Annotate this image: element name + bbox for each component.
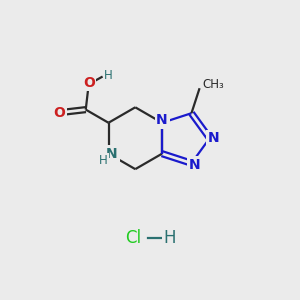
Text: H: H <box>164 229 176 247</box>
Text: N: N <box>106 147 118 161</box>
Text: N: N <box>189 158 200 172</box>
Text: O: O <box>53 106 65 120</box>
Text: N: N <box>207 131 219 145</box>
Text: H: H <box>104 69 112 82</box>
Text: CH₃: CH₃ <box>202 78 224 91</box>
Text: H: H <box>99 154 108 167</box>
Text: Cl: Cl <box>125 229 141 247</box>
Text: O: O <box>83 76 94 89</box>
Text: N: N <box>156 113 168 128</box>
